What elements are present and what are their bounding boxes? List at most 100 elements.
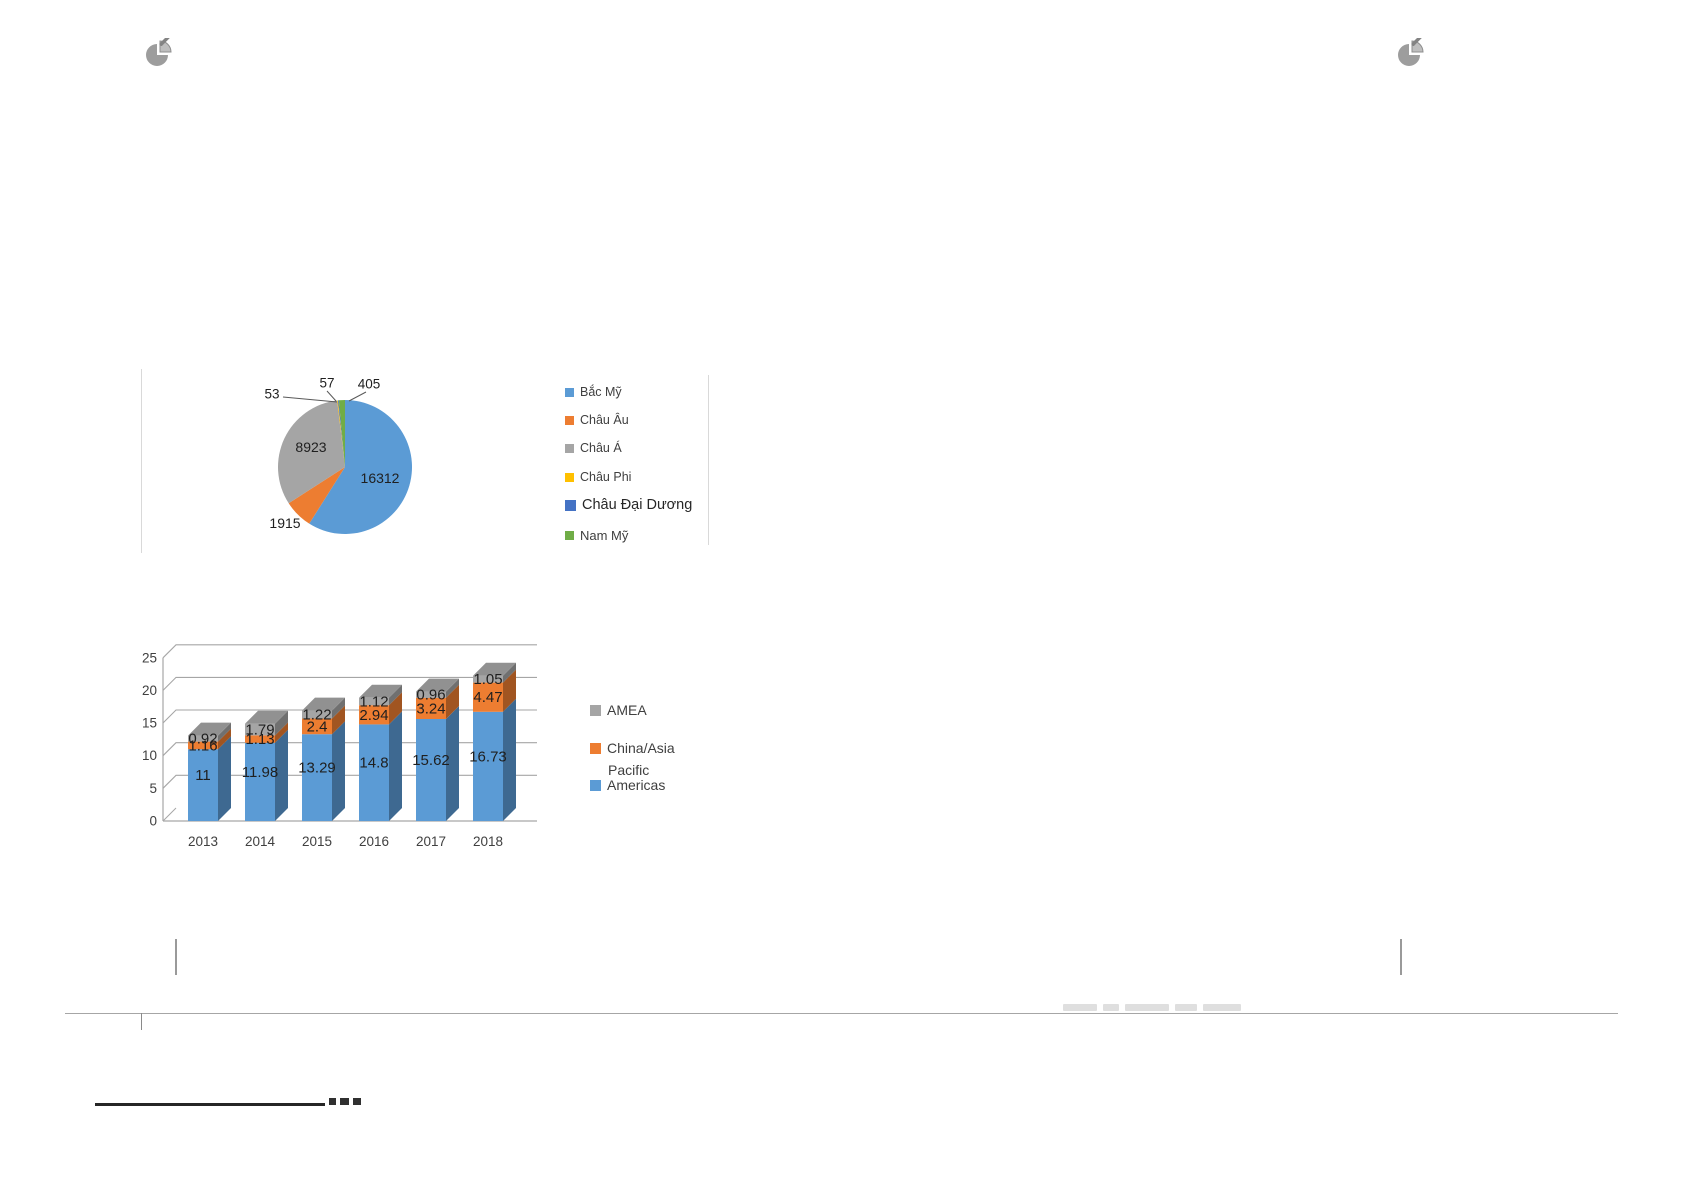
bar-cap-2016 <box>359 684 402 698</box>
pie-chart-area-right-border <box>708 375 709 545</box>
bar-value-label: 0.92 <box>188 731 217 748</box>
bar-segment-americas-2018 <box>473 711 503 821</box>
pie-data-label: 53 <box>264 386 280 402</box>
pie-leader-lines <box>282 390 367 403</box>
gridline-20 <box>162 676 537 691</box>
bar-segment-americas-2013 <box>188 749 218 821</box>
legend-swatch <box>565 387 574 397</box>
pie-data-label: 405 <box>357 376 381 392</box>
bar-value-label: 16.73 <box>469 748 507 765</box>
bottom-edge-mark <box>329 1098 336 1105</box>
bar-segment-amea-2018 <box>473 675 503 683</box>
x-category-label: 2016 <box>359 834 389 849</box>
bar-segment-americas-2015 <box>302 734 332 821</box>
y-tick-label: 20 <box>142 683 157 698</box>
y-tick-label: 25 <box>142 650 157 665</box>
bar-side-americas-2018 <box>503 698 516 821</box>
bar-segment-amea-2015 <box>302 710 332 719</box>
bar-value-label: 1.22 <box>302 707 331 724</box>
bar-segment-china-asia-pacific-2013 <box>188 741 218 750</box>
y-tick-label: 15 <box>142 716 157 731</box>
bar-side-amea-2016 <box>389 684 402 706</box>
bar-value-label: 1.13 <box>245 731 274 748</box>
legend-label: Americas <box>607 777 666 793</box>
bar-side-americas-2016 <box>389 711 402 821</box>
faint-text-smudge <box>1175 1004 1197 1011</box>
bar-cap-2014 <box>245 710 288 724</box>
pie-chart-area-left-border <box>141 369 142 553</box>
pie-legend-item: Châu Âu <box>565 413 629 427</box>
pie-chart-icon <box>146 38 172 66</box>
x-category-label: 2018 <box>473 834 503 849</box>
pie-slice-2 <box>277 400 345 504</box>
legend-label: Châu Phi <box>580 470 632 484</box>
pie-data-label: 16312 <box>360 470 400 486</box>
bar-cap-2013 <box>188 722 231 736</box>
legend-label: AMEA <box>607 702 647 718</box>
faint-text-smudge <box>1063 1004 1097 1011</box>
pie-slice-4 <box>337 400 345 467</box>
bar-side-china-asia-pacific-2017 <box>446 684 459 719</box>
bar-segment-americas-2017 <box>416 719 446 821</box>
bar-segment-amea-2014 <box>245 723 275 736</box>
pie-slice-5 <box>338 400 345 467</box>
y-tick-label: 0 <box>149 814 157 829</box>
legend-swatch <box>590 779 601 791</box>
legend-swatch <box>590 742 601 754</box>
pie-legend-item: Bắc Mỹ <box>565 385 622 399</box>
pie-legend-item: Nam Mỹ <box>565 528 628 543</box>
bar-value-label: 13.29 <box>298 760 336 777</box>
legend-swatch <box>565 415 574 425</box>
pie-slice-1 <box>288 467 345 524</box>
bar-side-china-asia-pacific-2013 <box>218 728 231 750</box>
pie-slice-3 <box>337 400 345 467</box>
legend-label: Pacific <box>608 762 650 778</box>
text-frame-edge <box>1400 939 1402 975</box>
bar-segment-amea-2013 <box>188 735 218 742</box>
x-category-label: 2017 <box>416 834 446 849</box>
pie-data-label: 1915 <box>269 515 301 531</box>
legend-label: Châu Á <box>580 441 622 455</box>
bar-side-amea-2018 <box>503 662 516 683</box>
x-category-label: 2013 <box>188 834 218 849</box>
legend-label: Nam Mỹ <box>580 528 629 543</box>
bar-side-china-asia-pacific-2015 <box>332 705 345 735</box>
bottom-edge-mark <box>353 1098 361 1105</box>
bar-cap-2018 <box>473 662 516 676</box>
bar-side-americas-2013 <box>218 736 231 821</box>
bar-legend-item: China/Asia <box>590 740 675 756</box>
legend-swatch <box>565 499 576 511</box>
bar-side-americas-2014 <box>275 729 288 821</box>
bar-value-label: 3.24 <box>416 700 445 717</box>
legend-label: Châu Đại Dương <box>582 497 693 513</box>
bar-value-label: 1.12 <box>359 694 388 711</box>
bar-segment-amea-2017 <box>416 691 446 698</box>
bar-side-americas-2017 <box>446 706 459 821</box>
bar-value-label: 2.94 <box>359 707 388 724</box>
legend-swatch <box>590 704 601 716</box>
bar-value-label: 11 <box>195 767 211 784</box>
bar-cap-2015 <box>302 697 345 711</box>
pie-slice-0 <box>309 400 413 534</box>
bar-value-label: 1.05 <box>473 671 502 688</box>
bar-side-china-asia-pacific-2018 <box>503 669 516 712</box>
floor-diagonal <box>162 807 177 822</box>
bar-side-amea-2013 <box>218 722 231 742</box>
bar-value-label: 11.98 <box>242 764 278 781</box>
x-category-label: 2014 <box>245 834 276 849</box>
footer-divider-line <box>65 1013 1618 1014</box>
faint-text-smudge <box>1103 1004 1119 1011</box>
bar-legend-item: AMEA <box>590 702 647 718</box>
bar-segment-americas-2014 <box>245 742 275 821</box>
bar-side-china-asia-pacific-2016 <box>389 692 402 725</box>
legend-label: China/Asia <box>607 740 675 756</box>
bottom-edge-mark <box>340 1098 349 1105</box>
faint-text-smudge <box>1203 1004 1241 1011</box>
text-frame-edge <box>175 939 177 975</box>
bar-value-label: 2.4 <box>307 718 328 735</box>
pie-data-label: 8923 <box>295 439 327 455</box>
bar-side-americas-2015 <box>332 721 345 821</box>
bar-value-label: 4.47 <box>473 689 502 706</box>
bottom-edge-line <box>95 1103 325 1106</box>
pie-chart-icon <box>1398 38 1424 66</box>
